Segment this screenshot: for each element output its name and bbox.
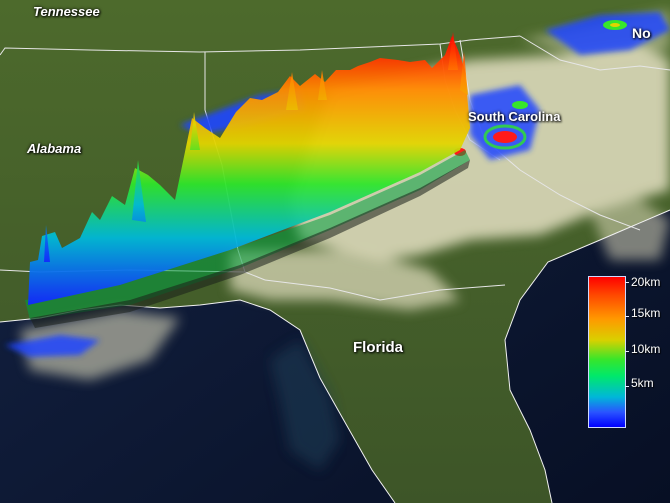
legend-tick-label-20km: 20km [631, 275, 661, 289]
legend-tick-label-15km: 15km [631, 306, 661, 320]
south-carolina-label: South Carolina [468, 109, 561, 124]
legend-tick-label-10km: 10km [631, 342, 661, 356]
curtain-base [25, 150, 470, 320]
legend-tick [625, 282, 629, 283]
legend-tick-label-5km: 5km [631, 376, 654, 390]
tennessee-label: Tennessee [33, 4, 100, 19]
curtain-shadow [30, 160, 470, 328]
height-color-legend: 20km 15km 10km 5km [587, 275, 667, 428]
legend-tick [625, 386, 629, 387]
storm-height-curtain [25, 32, 470, 328]
legend-color-bar [588, 276, 626, 428]
north-carolina-label: No [632, 25, 651, 41]
alabama-label: Alabama [27, 141, 82, 156]
gulf-shelf [270, 340, 340, 470]
legend-tick [625, 351, 629, 352]
florida-label: Florida [353, 339, 404, 356]
curtain-body [28, 36, 470, 305]
legend-tick [625, 316, 629, 317]
